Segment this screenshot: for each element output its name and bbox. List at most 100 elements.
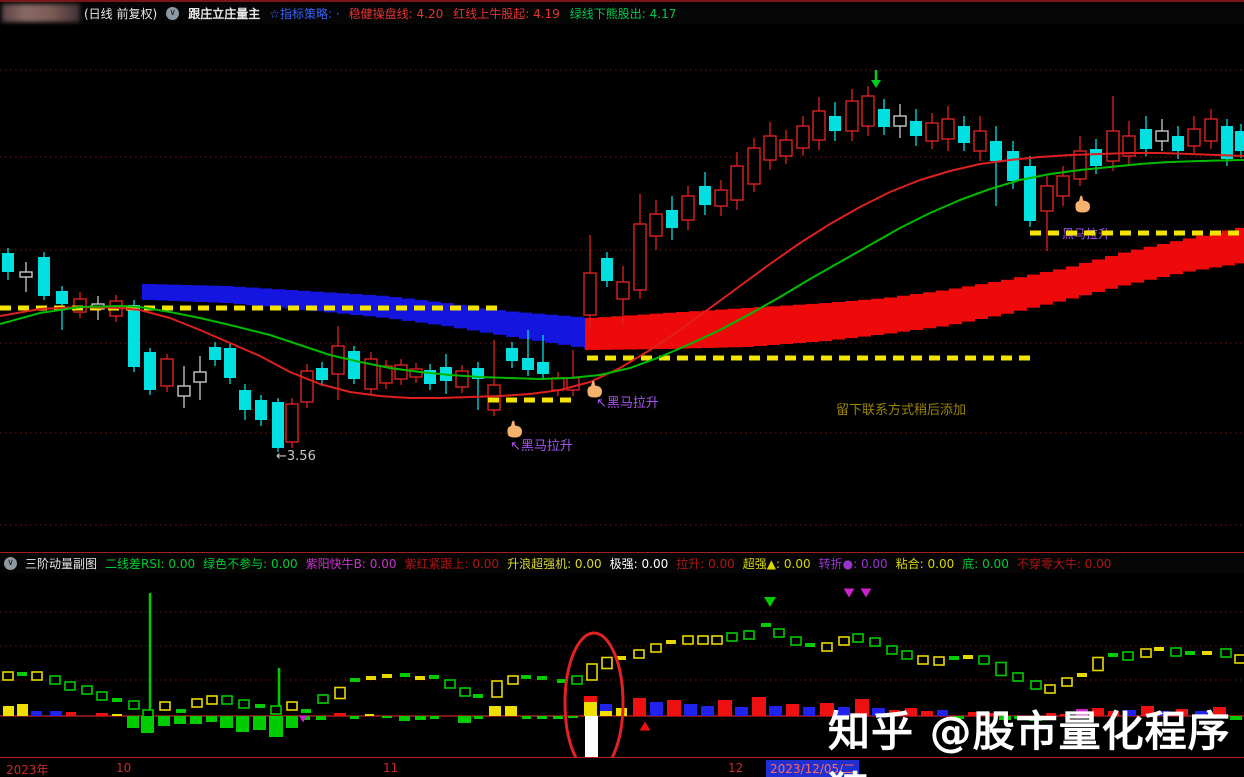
- yellow-dash-line: [270, 305, 281, 311]
- candle: [472, 368, 484, 379]
- momentum-bar: [17, 704, 28, 716]
- trend-ribbon: [962, 286, 975, 322]
- indicator-dash: [176, 709, 186, 713]
- yellow-dash-line: [677, 355, 688, 361]
- momentum-bar: [633, 698, 646, 716]
- trend-ribbon: [767, 306, 780, 345]
- trend-ribbon: [558, 315, 571, 345]
- candle: [699, 186, 711, 205]
- trend-ribbon: [923, 292, 936, 329]
- trend-ribbon: [532, 313, 545, 341]
- candle: [893, 115, 907, 127]
- yellow-dash-line: [414, 305, 425, 311]
- indicator-square: [491, 680, 503, 698]
- yellow-dash-line: [731, 355, 742, 361]
- yellow-dash-line: [524, 397, 535, 403]
- indicator-dash: [557, 679, 567, 683]
- trend-ribbon: [650, 313, 663, 350]
- indicator-square: [206, 695, 218, 705]
- candle: [2, 253, 14, 272]
- trend-ribbon: [1066, 266, 1079, 299]
- indicator-readout: 升浪超强机: 0.00: [507, 556, 602, 571]
- yellow-dash-line: [911, 355, 922, 361]
- chevron-down-icon[interactable]: ∨: [166, 6, 180, 20]
- indicator-square: [586, 663, 598, 681]
- candle: [551, 377, 565, 391]
- momentum-bar: [718, 700, 732, 716]
- indicator-readout: 底: 0.00: [962, 556, 1009, 571]
- momentum-bar: [206, 716, 217, 722]
- indicator-square: [221, 695, 233, 705]
- candle: [38, 257, 50, 296]
- candle: [1204, 118, 1218, 142]
- trend-ribbon: [585, 318, 598, 350]
- chart-annotation-text: ↖黑马拉升: [510, 439, 573, 454]
- candle: [747, 147, 761, 185]
- indicator-readout: 绿色不参与: 0.00: [203, 556, 298, 571]
- indicator-square: [697, 635, 709, 645]
- candle: [1090, 149, 1102, 166]
- yellow-dash-line: [1001, 355, 1012, 361]
- candle: [925, 122, 939, 142]
- indicator-dash: [949, 656, 959, 660]
- main-chart-header: (日线 前复权) ∨ 跟庄立庄量主 ☆指标策略: · 稳健操盘线: 4.20 红线…: [0, 0, 1244, 24]
- momentum-bar: [684, 704, 697, 716]
- momentum-bar: [752, 697, 766, 716]
- candle: [845, 100, 859, 132]
- trend-ribbon: [988, 282, 1001, 317]
- trend-ribbon: [571, 316, 584, 347]
- momentum-bar: [505, 706, 517, 716]
- momentum-bar: [489, 706, 501, 716]
- yellow-dash-line: [1192, 230, 1203, 236]
- chevron-down-icon[interactable]: ∨: [4, 556, 17, 570]
- yellow-dash-line: [342, 305, 353, 311]
- trend-ribbon: [1014, 277, 1027, 311]
- yellow-dash-line: [1156, 230, 1167, 236]
- yellow-dash-line: [306, 305, 317, 311]
- momentum-bar: [316, 716, 326, 720]
- yellow-dash-line: [486, 305, 497, 311]
- momentum-bar: [253, 716, 266, 730]
- candle: [1056, 175, 1070, 197]
- yellow-dash-line: [875, 355, 886, 361]
- trend-ribbon: [168, 284, 181, 301]
- momentum-bar: [399, 716, 410, 721]
- yellow-dash-line: [767, 355, 778, 361]
- trend-ribbon: [142, 284, 155, 300]
- indicator-dash: [350, 678, 360, 682]
- trend-ribbon: [806, 303, 819, 343]
- trend-ribbon: [1118, 252, 1131, 286]
- candle: [990, 141, 1002, 161]
- momentum-bar: [1141, 706, 1154, 716]
- candle: [255, 400, 267, 420]
- trend-ribbon: [1027, 274, 1040, 308]
- trend-ribbon: [624, 315, 637, 350]
- yellow-dash-line: [1019, 355, 1030, 361]
- trend-ribbon: [233, 286, 246, 305]
- momentum-bar: [382, 716, 392, 718]
- yellow-dash-line: [623, 355, 634, 361]
- candle: [522, 358, 534, 370]
- trend-ribbon: [1001, 279, 1014, 314]
- trend-ribbon: [285, 290, 298, 309]
- indicator-square: [1122, 651, 1134, 661]
- candle: [272, 402, 284, 448]
- candle: [160, 358, 174, 387]
- indicator-square: [821, 642, 833, 652]
- momentum-bar: [1046, 713, 1056, 716]
- momentum-bar: [1158, 711, 1169, 716]
- time-axis[interactable]: 2023年 10 11 12 2023/12/05/二: [0, 757, 1244, 777]
- indicator-square: [650, 643, 662, 653]
- strategy-link[interactable]: ☆指标策略: ·: [269, 6, 340, 21]
- momentum-bar: [31, 711, 42, 716]
- momentum-bar: [584, 702, 597, 716]
- ma-line: [0, 159, 1244, 380]
- candle: [763, 135, 777, 161]
- trend-ribbon: [949, 288, 962, 325]
- candle: [1106, 130, 1120, 162]
- yellow-dash-line: [929, 355, 940, 361]
- trend-ribbon: [897, 295, 910, 332]
- indicator-square: [96, 691, 108, 701]
- indicator-readout: 紫阳快牛B: 0.00: [305, 556, 397, 571]
